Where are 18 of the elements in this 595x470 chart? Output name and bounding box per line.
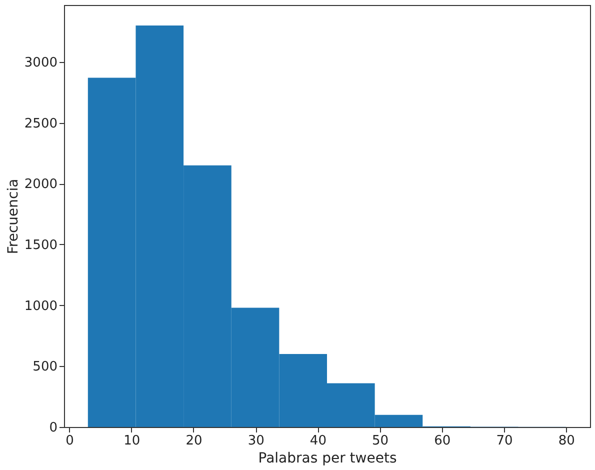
x-tick-label: 60 bbox=[434, 434, 451, 448]
x-tick-label: 50 bbox=[372, 434, 389, 448]
x-tick-label: 10 bbox=[124, 434, 140, 448]
x-tick-label: 20 bbox=[186, 434, 202, 448]
y-tick-label: 2000 bbox=[24, 177, 58, 192]
y-axis-title: Frecuencia bbox=[5, 178, 22, 254]
x-tick-label: 30 bbox=[248, 434, 264, 448]
y-tick-label: 3000 bbox=[24, 55, 58, 70]
y-tick-label: 2500 bbox=[24, 116, 58, 132]
x-axis-title: Palabras per tweets bbox=[258, 450, 397, 466]
x-tick-label: 70 bbox=[496, 434, 513, 448]
x-tick-label: 0 bbox=[66, 434, 74, 448]
x-tick-label: 80 bbox=[558, 434, 575, 448]
y-tick-label: 500 bbox=[32, 360, 58, 375]
y-tick-label: 1000 bbox=[24, 298, 58, 314]
x-tick-label: 40 bbox=[310, 434, 326, 448]
y-tick-label: 0 bbox=[49, 420, 58, 436]
y-tick-label: 1500 bbox=[24, 238, 58, 253]
